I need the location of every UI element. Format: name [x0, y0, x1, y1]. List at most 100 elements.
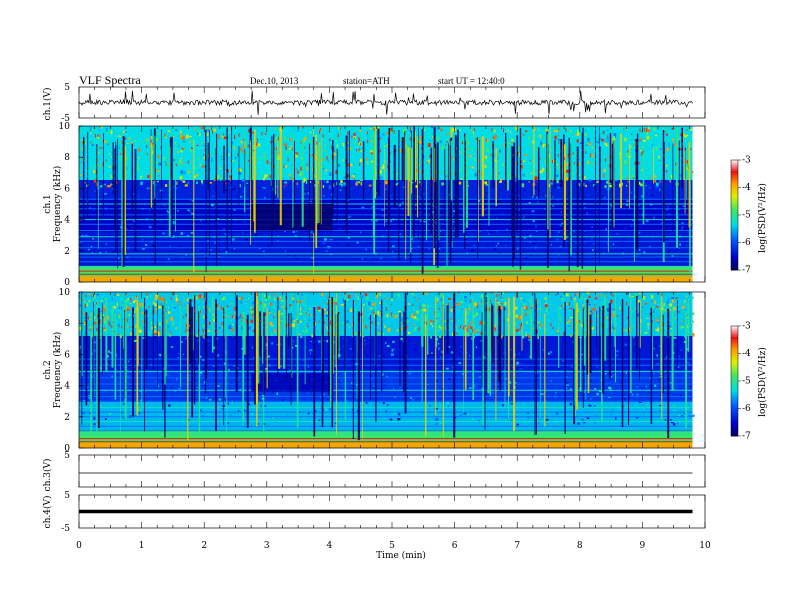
spec-cell — [627, 181, 629, 183]
spec-cell — [480, 300, 484, 303]
spec-cell — [608, 182, 611, 185]
spec-cell — [205, 133, 209, 136]
spec-cell — [326, 309, 329, 311]
spec-cell — [685, 295, 688, 298]
spec-cell — [677, 415, 680, 417]
spec-cell — [163, 204, 166, 207]
spec-cell — [308, 411, 310, 415]
spec-cell — [657, 186, 660, 189]
spec-cell — [586, 292, 590, 294]
spec-ytick-label: 2 — [64, 413, 70, 423]
spec-row — [79, 438, 693, 441]
spec-cell — [639, 128, 641, 132]
spec-cell — [549, 218, 552, 220]
spec-cell — [301, 300, 304, 302]
spec-cell — [319, 130, 320, 134]
spec-cell — [579, 142, 582, 145]
spec-cell — [640, 183, 643, 187]
spec-cell — [271, 333, 273, 336]
spec-cell — [324, 339, 326, 342]
spec-cell — [445, 304, 448, 306]
spec-cell — [449, 138, 451, 143]
spec-cell — [161, 170, 164, 174]
spec-cell — [680, 348, 683, 351]
spec-cell — [92, 165, 95, 169]
spec-cell — [552, 195, 554, 199]
spec-cell — [212, 250, 216, 252]
spec-cell — [593, 185, 597, 188]
spec-cell — [221, 397, 223, 399]
spec-cell — [85, 127, 88, 130]
axes-frames — [78, 86, 706, 529]
spec-cell — [175, 297, 178, 302]
spec-cell — [232, 238, 235, 241]
spec-cell — [447, 346, 451, 348]
spec-cell — [225, 182, 228, 185]
spec-cell — [505, 232, 507, 234]
spec-cell — [197, 197, 199, 200]
spec-cell — [323, 195, 325, 197]
spec-cell — [503, 144, 506, 147]
spec-cell — [124, 310, 126, 312]
spec-cell — [671, 255, 674, 257]
spec-cell — [487, 202, 490, 204]
spec-cell — [491, 392, 495, 395]
spec-cell — [605, 158, 606, 162]
colorbar-segment — [731, 253, 738, 256]
spec-cell — [383, 384, 387, 386]
spec-cell — [631, 224, 633, 227]
spec-cell — [558, 127, 560, 131]
spec-cell — [435, 380, 438, 383]
spec-cell — [537, 129, 540, 131]
spec-cell — [263, 153, 265, 156]
spec-cell — [242, 178, 245, 182]
spec-cell — [221, 324, 223, 326]
spec-cell — [386, 346, 389, 349]
spec-cell — [250, 310, 253, 314]
spec-cell — [296, 300, 298, 303]
spec-cell — [461, 141, 464, 144]
spec-cell — [170, 332, 173, 335]
spec-cell — [500, 361, 503, 363]
spec-cell — [89, 328, 91, 331]
spec-cell — [180, 352, 183, 354]
spec-cell — [517, 130, 520, 135]
spec-cell — [577, 307, 580, 311]
spec-cell — [524, 353, 527, 356]
spec-row — [79, 166, 693, 169]
spec-cell — [322, 167, 325, 171]
spec-cell — [94, 406, 96, 408]
spec-cell — [581, 179, 582, 182]
spec-cell — [515, 314, 519, 318]
spec-cell — [359, 158, 363, 162]
spec-row — [79, 254, 693, 257]
spec-cell — [238, 168, 241, 171]
spec-cell — [386, 131, 389, 135]
spec-cell — [435, 137, 439, 140]
spec-cell — [684, 301, 686, 303]
spec-cell — [510, 293, 513, 295]
spec-cell — [561, 297, 564, 301]
spec-cell — [649, 245, 651, 248]
spec-cell — [354, 301, 356, 304]
spec-cell — [140, 175, 142, 179]
spec-cell — [386, 314, 389, 318]
colorbar-segment — [731, 237, 738, 240]
spec-cell — [191, 212, 194, 216]
spec-cell — [566, 236, 568, 239]
spec-cell — [79, 161, 81, 164]
spec-cell — [561, 304, 563, 308]
spec-cell — [496, 230, 498, 233]
spec-cell — [212, 130, 213, 134]
colorbar-segment — [731, 246, 738, 249]
spec-cell — [352, 174, 355, 178]
spec-cell — [216, 337, 218, 340]
spec-cell — [515, 363, 518, 366]
spec-cell — [592, 307, 596, 312]
spec-cell — [669, 180, 671, 183]
colorbar-segment — [731, 377, 738, 380]
colorbar-segment — [731, 382, 738, 386]
spec-cell — [90, 132, 92, 135]
spec-cell — [656, 354, 658, 357]
spec-cell — [182, 307, 186, 309]
